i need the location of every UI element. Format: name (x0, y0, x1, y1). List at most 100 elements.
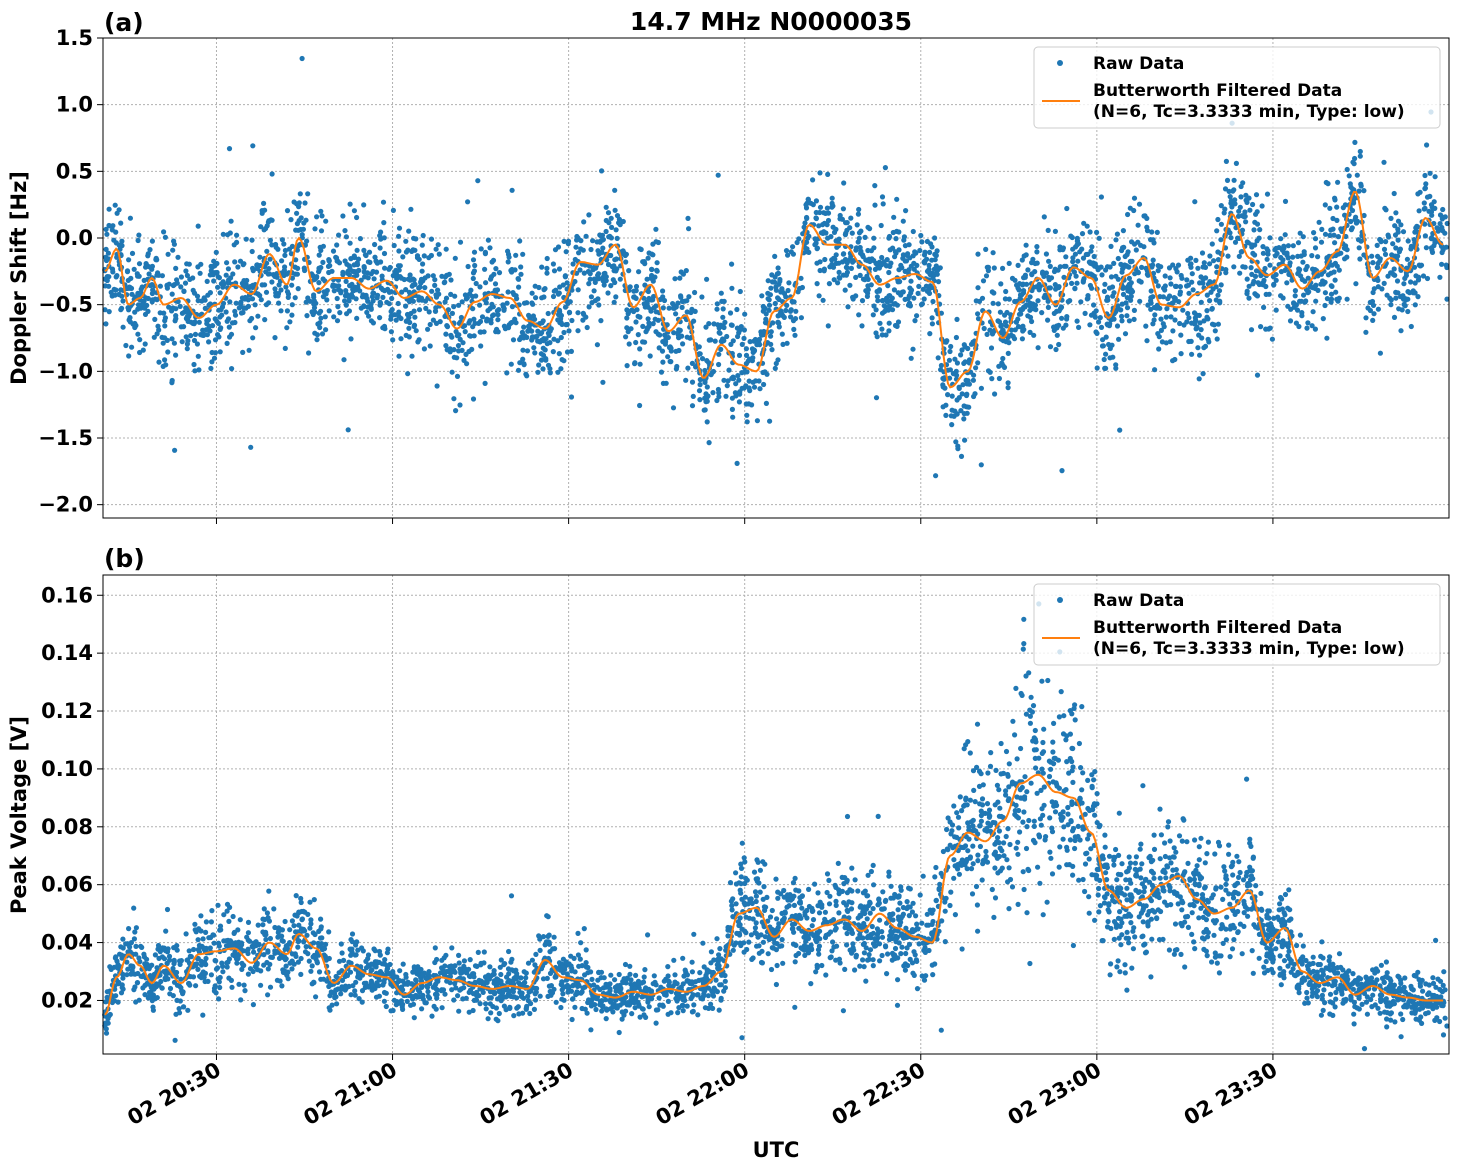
raw-data-point (1223, 887, 1229, 893)
raw-data-point (135, 237, 141, 244)
raw-data-point (264, 248, 270, 254)
raw-data-point (347, 266, 353, 272)
raw-data-point (599, 168, 605, 174)
panel-a-legend-raw-label: Raw Data (1093, 54, 1184, 74)
raw-data-point (645, 316, 651, 322)
raw-data-point (1300, 234, 1306, 240)
raw-data-point (592, 298, 599, 304)
raw-data-point (1178, 951, 1184, 958)
raw-data-point (967, 797, 974, 803)
raw-data-point (294, 201, 300, 207)
raw-data-point (452, 255, 458, 261)
raw-data-point (727, 880, 734, 886)
raw-data-point (1439, 226, 1445, 232)
raw-data-point (1218, 221, 1224, 227)
raw-data-point (1273, 307, 1279, 313)
raw-data-point (730, 414, 736, 420)
raw-data-point (1412, 280, 1418, 286)
raw-data-point (1000, 265, 1006, 271)
raw-data-point (1184, 277, 1190, 283)
raw-data-point (1401, 984, 1407, 991)
raw-data-point (1088, 312, 1095, 318)
raw-data-point (1120, 228, 1126, 234)
raw-data-point (1278, 236, 1284, 242)
raw-data-point (227, 299, 233, 305)
raw-data-point (613, 268, 619, 274)
raw-data-point (146, 264, 152, 270)
raw-data-point (513, 252, 519, 258)
raw-data-point (757, 889, 763, 895)
raw-data-point (171, 241, 177, 247)
raw-data-point (380, 294, 386, 300)
raw-data-point (875, 298, 881, 304)
raw-data-point (268, 217, 274, 223)
raw-data-point (264, 910, 270, 916)
raw-data-point (1340, 205, 1346, 211)
raw-data-point (1220, 896, 1226, 903)
raw-data-point (203, 929, 209, 936)
raw-data-point (702, 367, 708, 374)
raw-data-point (185, 338, 191, 344)
raw-data-point (612, 257, 618, 263)
raw-data-point (603, 228, 609, 235)
raw-data-point (961, 360, 967, 366)
raw-data-point (1237, 204, 1243, 210)
raw-data-point (1332, 240, 1338, 246)
raw-data-point (1200, 264, 1206, 270)
raw-data-point (1015, 901, 1021, 908)
raw-data-point (697, 397, 703, 403)
raw-data-point (961, 411, 967, 417)
raw-data-point (1383, 959, 1389, 965)
raw-data-point (1150, 257, 1156, 263)
raw-data-point (272, 286, 278, 292)
raw-data-point (921, 252, 928, 258)
raw-data-point (871, 303, 877, 309)
raw-data-point (1155, 263, 1161, 269)
raw-data-point (1217, 300, 1223, 306)
raw-data-point (562, 274, 569, 280)
raw-data-point (649, 272, 655, 279)
raw-data-point (760, 369, 766, 376)
raw-data-point (1260, 244, 1266, 250)
raw-data-point (1029, 318, 1035, 325)
raw-data-point (1026, 670, 1032, 676)
raw-data-point (1049, 871, 1056, 877)
raw-data-point (126, 257, 132, 263)
raw-data-point (1388, 215, 1394, 221)
raw-data-point (716, 351, 722, 357)
raw-data-point (124, 269, 131, 275)
raw-data-point (227, 334, 233, 340)
raw-data-point (102, 307, 108, 313)
raw-data-point (646, 1004, 652, 1010)
raw-data-point (1074, 242, 1080, 248)
raw-data-point (420, 232, 426, 239)
raw-data-point (407, 277, 413, 283)
raw-data-point (670, 305, 676, 311)
raw-data-point (303, 299, 309, 305)
raw-data-point (342, 298, 348, 304)
raw-data-point (751, 869, 758, 875)
raw-data-point (259, 282, 265, 288)
raw-data-point (126, 353, 132, 359)
raw-data-point (792, 1004, 798, 1010)
raw-data-point (184, 309, 191, 315)
raw-data-point (1162, 840, 1168, 846)
raw-data-point (824, 205, 831, 211)
raw-data-point (927, 331, 933, 337)
raw-data-point (220, 231, 226, 237)
raw-data-point (600, 379, 606, 385)
raw-data-point (736, 352, 743, 358)
raw-data-point (249, 248, 255, 255)
raw-data-point (1098, 264, 1104, 270)
raw-data-point (459, 347, 465, 353)
raw-data-point (1201, 260, 1207, 266)
raw-data-point (469, 346, 475, 352)
raw-data-point (562, 304, 569, 310)
raw-data-point (116, 207, 122, 213)
raw-data-point (805, 196, 811, 202)
raw-data-point (1365, 305, 1371, 311)
raw-data-point (930, 298, 936, 305)
raw-data-point (1041, 294, 1047, 300)
raw-data-point (704, 419, 710, 425)
raw-data-point (1072, 845, 1078, 852)
